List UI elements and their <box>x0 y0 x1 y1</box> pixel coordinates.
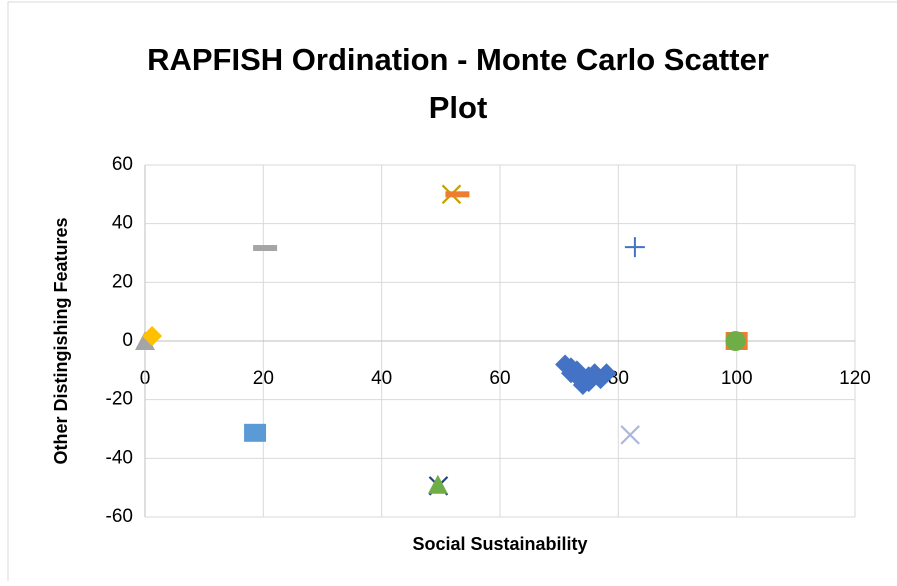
cross-marker <box>620 425 640 445</box>
triangle-marker <box>427 474 448 494</box>
diamond-marker <box>578 372 599 393</box>
data-point <box>135 331 155 350</box>
data-point <box>142 326 163 347</box>
x-tick-label: 40 <box>371 368 392 389</box>
y-tick-label: 60 <box>112 154 133 175</box>
data-point <box>596 363 617 384</box>
data-point <box>620 425 640 445</box>
y-tick-label: -60 <box>106 506 133 527</box>
y-tick-label: -20 <box>106 389 133 410</box>
x-axis-title: Social Sustainability <box>412 534 587 554</box>
x-tick-label: 20 <box>253 368 274 389</box>
chart-title: RAPFISH Ordination - Monte Carlo Scatter <box>147 42 769 77</box>
x-tick-label: 100 <box>721 368 753 389</box>
circle-marker <box>725 331 746 351</box>
x-tick-label: 60 <box>489 368 510 389</box>
data-point <box>244 423 267 442</box>
data-point <box>578 372 599 393</box>
triangle-marker <box>135 331 155 350</box>
data-point <box>253 245 278 252</box>
y-tick-label: 40 <box>112 213 133 234</box>
y-tick-label: 0 <box>122 330 133 351</box>
x-tick-label: 120 <box>839 368 871 389</box>
diamond-marker <box>596 363 617 384</box>
dash-marker <box>253 245 278 252</box>
square-marker <box>244 423 267 442</box>
data-point <box>624 237 645 258</box>
chart-title: Plot <box>429 90 488 125</box>
data-point <box>725 331 746 351</box>
chart-area <box>7 1 897 586</box>
plus-marker <box>624 237 645 258</box>
diamond-marker <box>142 326 163 347</box>
data-point <box>445 191 470 198</box>
y-tick-label: 20 <box>112 271 133 292</box>
dash-marker <box>445 191 470 198</box>
y-tick-label: -40 <box>106 447 133 468</box>
data-point <box>427 474 448 494</box>
y-axis-title: Other Distingishing Features <box>51 217 71 464</box>
